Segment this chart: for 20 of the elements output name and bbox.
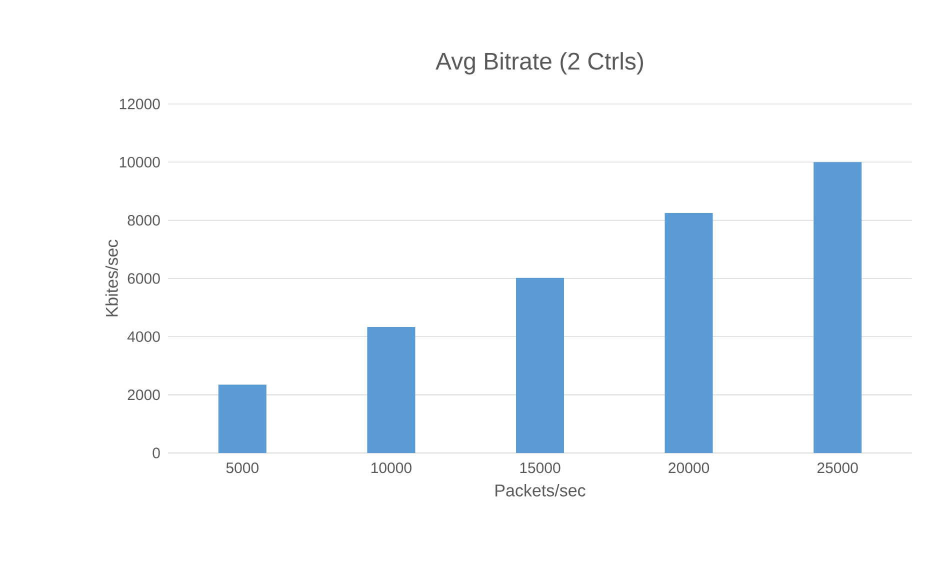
bar xyxy=(367,327,416,453)
chart-title: Avg Bitrate (2 Ctrls) xyxy=(436,52,643,74)
y-tick-label: 12000 xyxy=(120,98,160,110)
y-tick-label: 4000 xyxy=(127,331,160,342)
y-tick-label: 2000 xyxy=(128,390,160,400)
y-tick-label: 6000 xyxy=(128,273,160,284)
bar xyxy=(664,213,713,453)
y-tick-label: 8000 xyxy=(128,215,160,226)
x-tick-label: 25000 xyxy=(817,462,858,474)
x-tick-label: 15000 xyxy=(520,462,560,474)
bar xyxy=(814,162,862,453)
x-tick-label: 20000 xyxy=(668,462,710,474)
x-axis-title: Packets/sec xyxy=(496,484,586,496)
x-tick-label: 10000 xyxy=(371,462,412,474)
y-axis-title: Kbites/sec xyxy=(105,240,118,316)
x-tick-label: 5000 xyxy=(226,462,258,474)
y-tick-label: 10000 xyxy=(120,156,160,168)
y-tick-label: 0 xyxy=(152,448,160,458)
bar xyxy=(516,278,564,453)
bar xyxy=(218,384,266,453)
